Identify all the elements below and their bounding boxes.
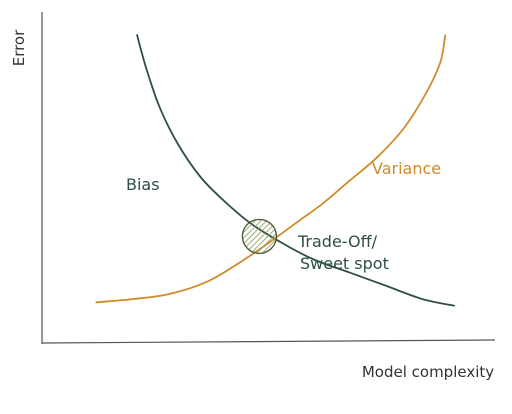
variance-series-line bbox=[95, 34, 447, 304]
sweet-spot-label-line-1: Trade-Off/ bbox=[297, 232, 378, 251]
x-axis-label: Model complexity bbox=[362, 363, 494, 381]
x-axis bbox=[41, 339, 496, 344]
sweet-spot-label-line-2: Sweet spot bbox=[300, 254, 389, 273]
variance-label: Variance bbox=[372, 159, 441, 178]
bias-label: Bias bbox=[126, 175, 160, 194]
y-axis-label: Error bbox=[10, 29, 28, 66]
sweet-spot-marker bbox=[241, 218, 278, 255]
